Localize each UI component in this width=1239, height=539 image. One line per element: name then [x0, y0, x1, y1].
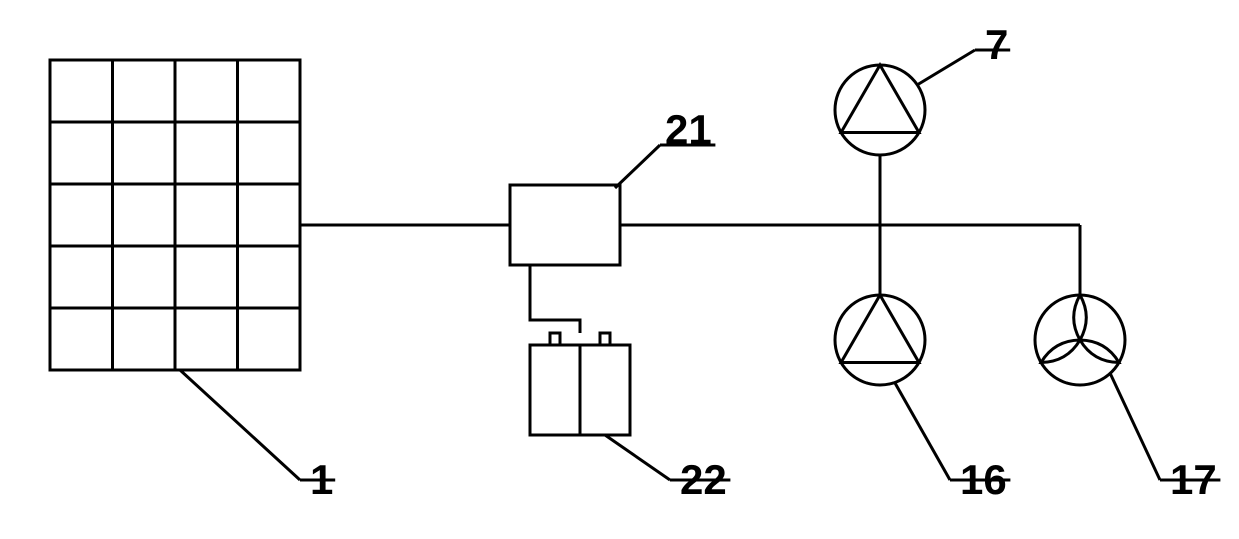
fan [1035, 295, 1125, 385]
reference-label: 7 [985, 21, 1008, 68]
leader-line [615, 145, 660, 188]
pump-top [835, 65, 925, 155]
grid-panel [50, 60, 300, 370]
leader-line [917, 50, 975, 85]
leader-line [180, 370, 300, 480]
leader-line [895, 383, 950, 480]
battery-box [530, 333, 630, 435]
connection-line [530, 265, 580, 333]
leader-line [1110, 373, 1160, 480]
pump-bottom [835, 295, 925, 385]
leader-line [605, 435, 670, 480]
controller-box [510, 185, 620, 265]
